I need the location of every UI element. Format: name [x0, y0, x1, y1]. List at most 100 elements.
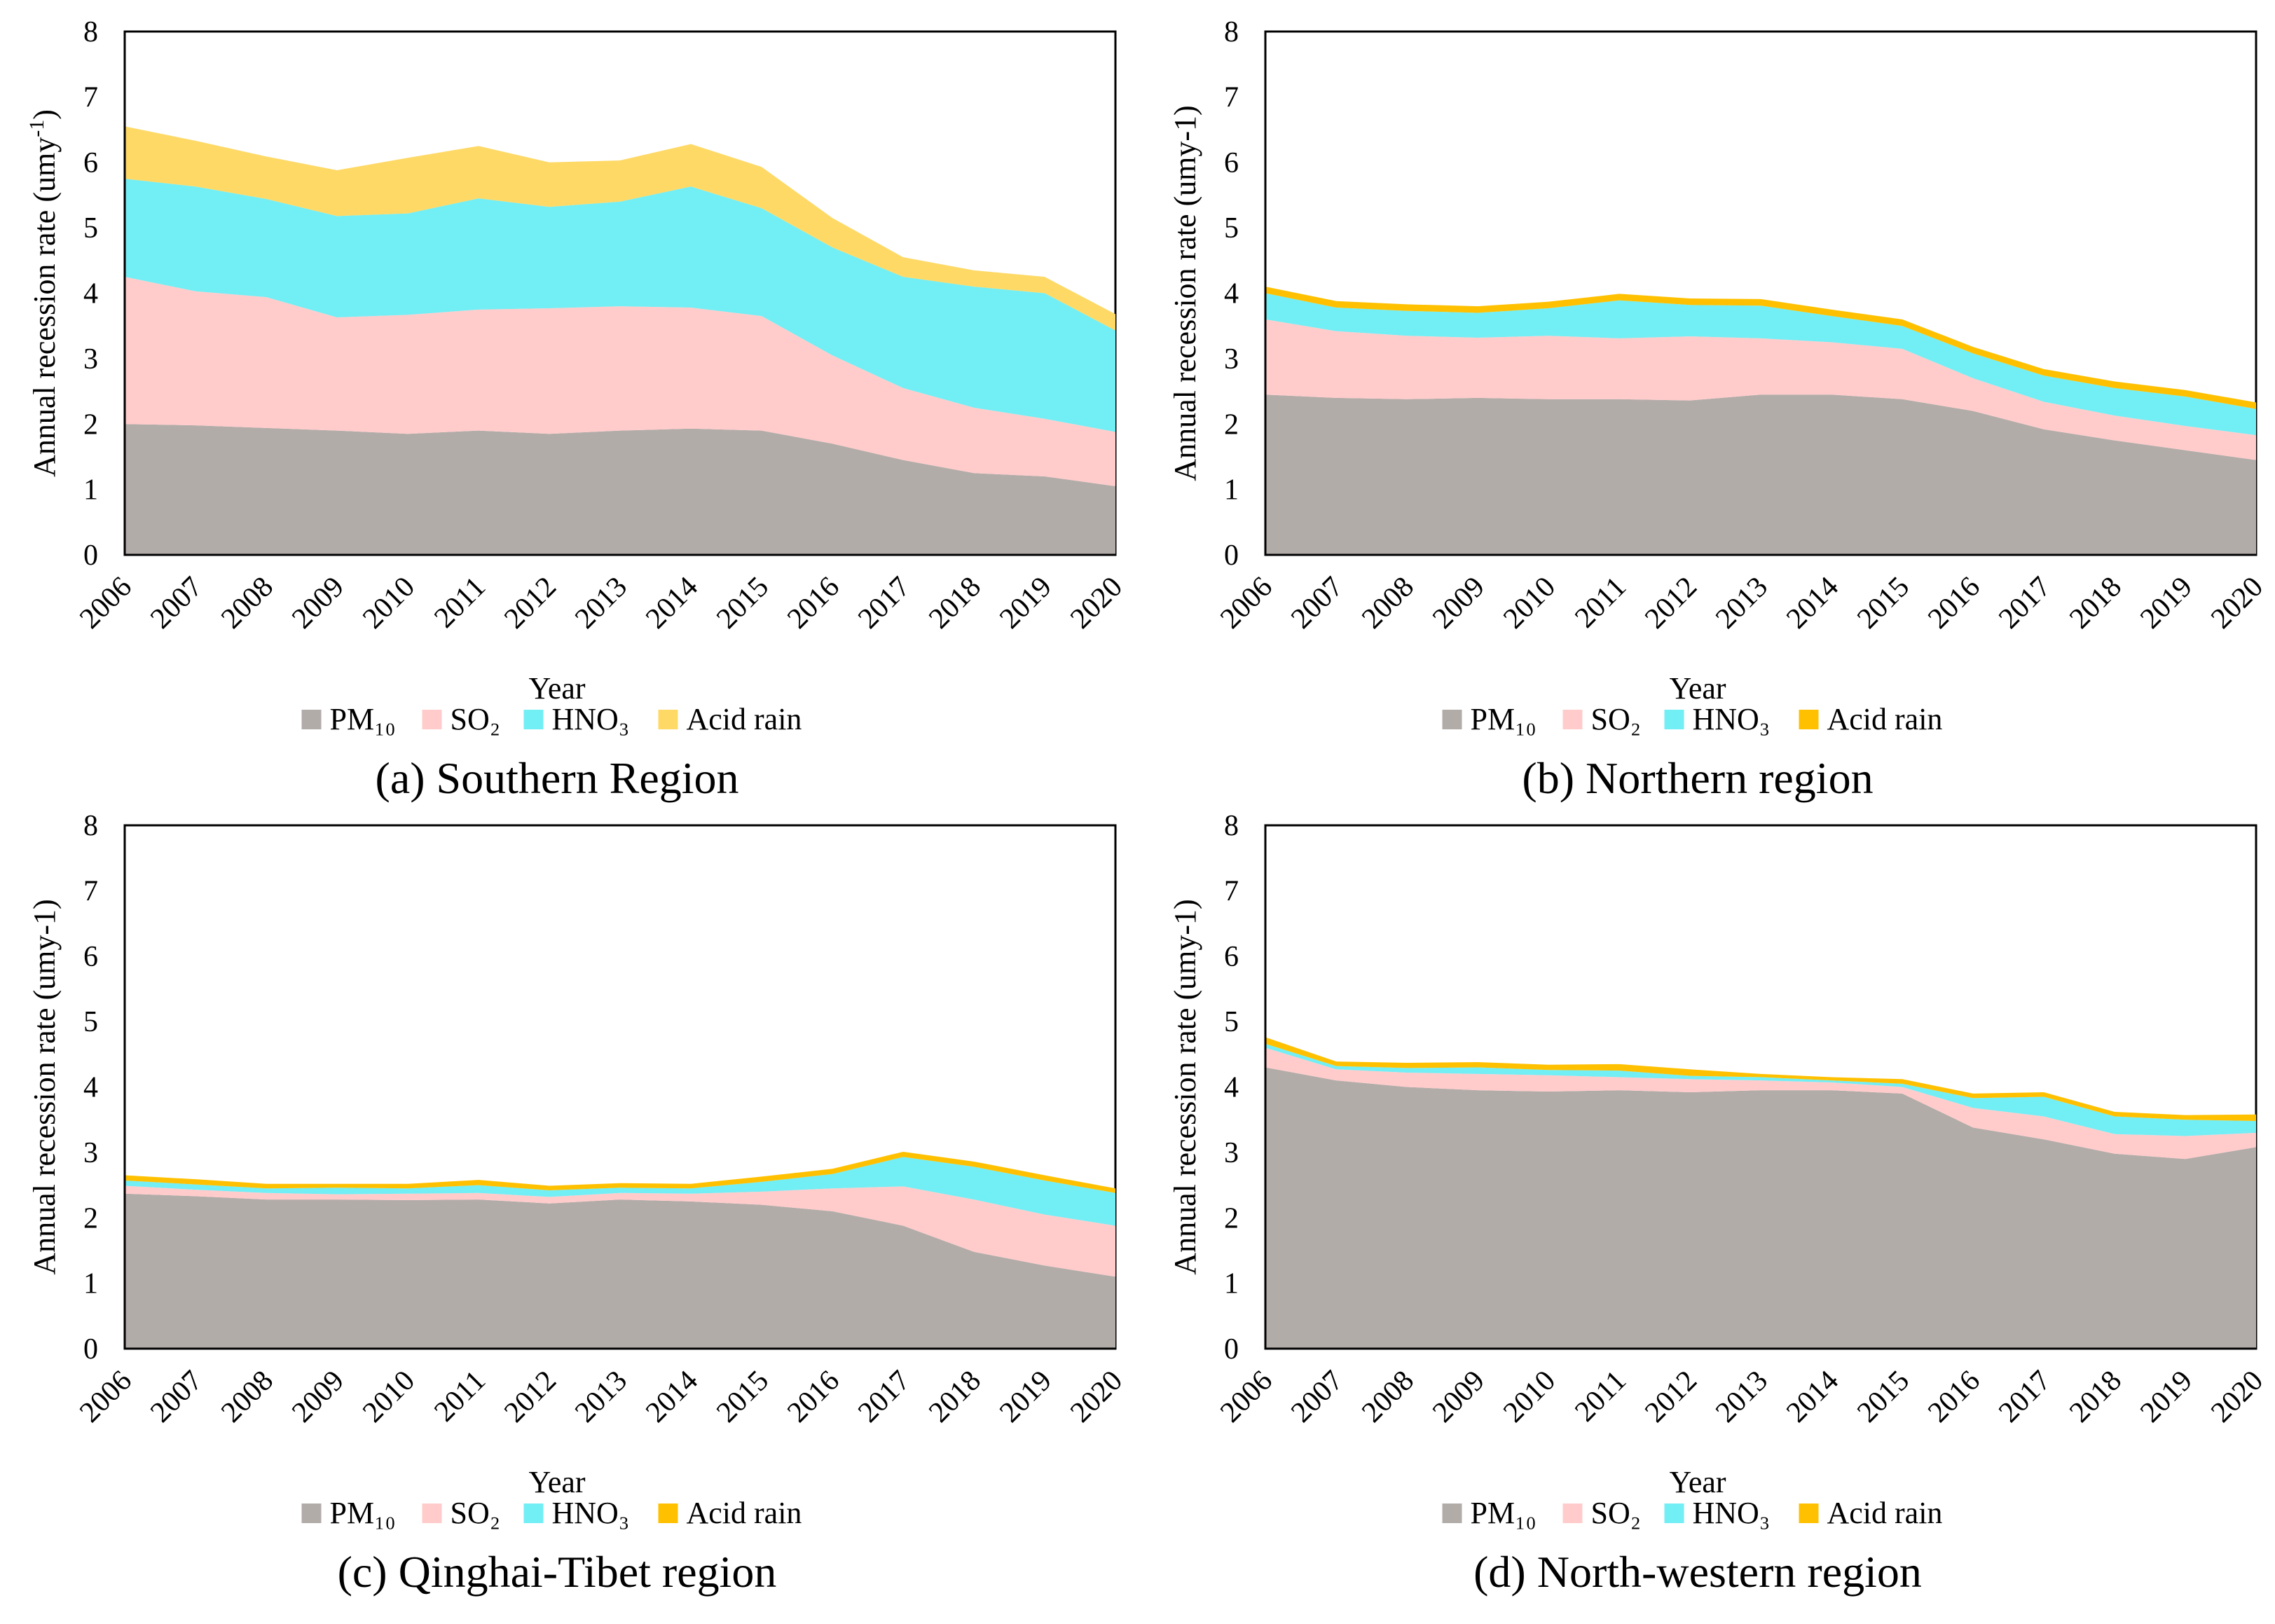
x-axis-label: Year: [528, 1465, 585, 1499]
y-tick-label: 5: [1224, 1006, 1239, 1038]
x-tick-label: 2016: [781, 571, 846, 635]
x-tick-label: 2020: [2205, 571, 2269, 635]
y-tick-label: 1: [83, 1268, 98, 1300]
x-tick-label: 2006: [74, 1365, 138, 1429]
area-so2: [1265, 319, 2256, 460]
y-tick-label: 7: [83, 81, 98, 113]
x-tick-label: 2017: [1993, 571, 2057, 635]
x-tick-label: 2010: [1497, 571, 1562, 635]
y-tick-label: 0: [83, 1333, 98, 1365]
legend: PM₁₀ SO₂ HNO₃ Acid rain: [1442, 1496, 1943, 1530]
y-tick-label: 3: [83, 1137, 98, 1169]
area-so2: [125, 277, 1115, 486]
legend-label: Acid rain: [687, 1496, 802, 1530]
x-tick-label: 2010: [1497, 1365, 1562, 1429]
legend-label: SO₂: [1591, 1496, 1642, 1530]
x-tick-label: 2009: [1427, 571, 1491, 635]
legend-swatch: [1664, 1503, 1684, 1523]
legend-label: Acid rain: [1827, 1496, 1943, 1530]
legend-swatch: [1562, 710, 1583, 729]
x-tick-label: 2018: [923, 1365, 987, 1429]
legend-swatch: [422, 710, 442, 729]
y-tick-label: 5: [1224, 212, 1239, 245]
x-tick-label: 2007: [144, 1365, 209, 1429]
x-tick-label: 2015: [1851, 1365, 1916, 1429]
area-acid-rain: [125, 126, 1115, 331]
area-hno3: [1265, 1043, 2256, 1136]
x-tick-label: 2015: [710, 571, 775, 635]
legend-swatch: [658, 1503, 678, 1523]
legend: PM₁₀ SO₂ HNO₃ Acid rain: [301, 702, 802, 736]
legend-swatch: [1442, 710, 1462, 729]
legend-swatch: [301, 1503, 322, 1523]
y-tick-label: 3: [83, 343, 98, 376]
legend-swatch: [422, 1503, 442, 1523]
y-axis-label: Annual recession rate (umy-1): [1168, 105, 1202, 481]
x-tick-label: 2019: [2134, 1365, 2199, 1429]
legend-label: HNO₃: [1693, 702, 1771, 736]
legend-label: SO₂: [1591, 702, 1642, 736]
legend-swatch: [523, 710, 544, 729]
area-pm10: [1265, 394, 2256, 555]
y-tick-label: 0: [83, 539, 98, 572]
x-tick-label: 2012: [1639, 571, 1703, 635]
x-tick-label: 2010: [357, 1365, 421, 1429]
panel-title: (c) Qinghai-Tibet region: [338, 1547, 777, 1597]
x-tick-label: 2018: [2063, 1365, 2128, 1429]
x-tick-label: 2008: [215, 571, 280, 635]
x-tick-label: 2015: [710, 1365, 775, 1429]
x-tick-label: 2019: [2134, 571, 2199, 635]
area-hno3: [125, 1157, 1115, 1226]
y-axis-label: Annual recession rate (umy-1): [1168, 899, 1202, 1274]
y-tick-label: 4: [83, 1072, 98, 1104]
y-tick-label: 8: [83, 810, 98, 842]
y-axis-label: Annual recession rate (umy-1): [27, 899, 62, 1274]
y-tick-label: 2: [83, 1202, 98, 1234]
y-tick-label: 5: [83, 212, 98, 245]
legend-swatch: [1799, 1503, 1819, 1523]
y-tick-label: 8: [1224, 810, 1239, 842]
y-tick-label: 1: [1224, 1268, 1239, 1300]
y-tick-label: 1: [83, 474, 98, 507]
legend-label: PM₁₀: [330, 702, 396, 736]
legend-swatch: [1442, 1503, 1462, 1523]
y-tick-label: 8: [83, 16, 98, 48]
x-tick-label: 2017: [852, 571, 916, 635]
y-tick-label: 5: [83, 1006, 98, 1038]
panel-title: (b) Northern region: [1522, 753, 1873, 803]
x-tick-label: 2017: [852, 1365, 916, 1429]
legend-swatch: [1664, 710, 1684, 729]
x-tick-label: 2013: [569, 1365, 633, 1429]
y-tick-label: 8: [1224, 16, 1239, 48]
area-acid-rain: [125, 1151, 1115, 1193]
y-tick-label: 2: [1224, 1202, 1239, 1234]
x-tick-label: 2016: [1922, 571, 1986, 635]
x-tick-label: 2013: [569, 571, 633, 635]
x-tick-label: 2009: [286, 1365, 350, 1429]
legend: PM₁₀ SO₂ HNO₃ Acid rain: [1442, 702, 1942, 736]
x-tick-label: 2011: [1569, 571, 1633, 635]
x-tick-label: 2008: [1356, 571, 1420, 635]
x-tick-label: 2019: [994, 1365, 1058, 1429]
area-hno3: [1265, 293, 2256, 436]
x-tick-label: 2015: [1851, 571, 1916, 635]
area-hno3: [125, 179, 1115, 432]
x-tick-label: 2008: [1356, 1365, 1420, 1429]
panel-title: (a) Southern Region: [376, 753, 739, 803]
x-tick-label: 2011: [1569, 1365, 1633, 1429]
legend-label: SO₂: [451, 1496, 501, 1530]
legend: PM₁₀ SO₂ HNO₃ Acid rain: [301, 1496, 802, 1530]
y-tick-label: 3: [1224, 1137, 1239, 1169]
x-axis-label: Year: [528, 671, 585, 706]
y-tick-label: 6: [1224, 941, 1239, 973]
x-tick-label: 2012: [498, 571, 563, 635]
panel-title: (d) North-western region: [1473, 1547, 1922, 1597]
x-tick-label: 2012: [1639, 1365, 1703, 1429]
x-tick-label: 2016: [1922, 1365, 1986, 1429]
x-tick-label: 2006: [1214, 1365, 1279, 1429]
legend-label: PM₁₀: [1471, 702, 1537, 736]
x-tick-label: 2019: [994, 571, 1058, 635]
